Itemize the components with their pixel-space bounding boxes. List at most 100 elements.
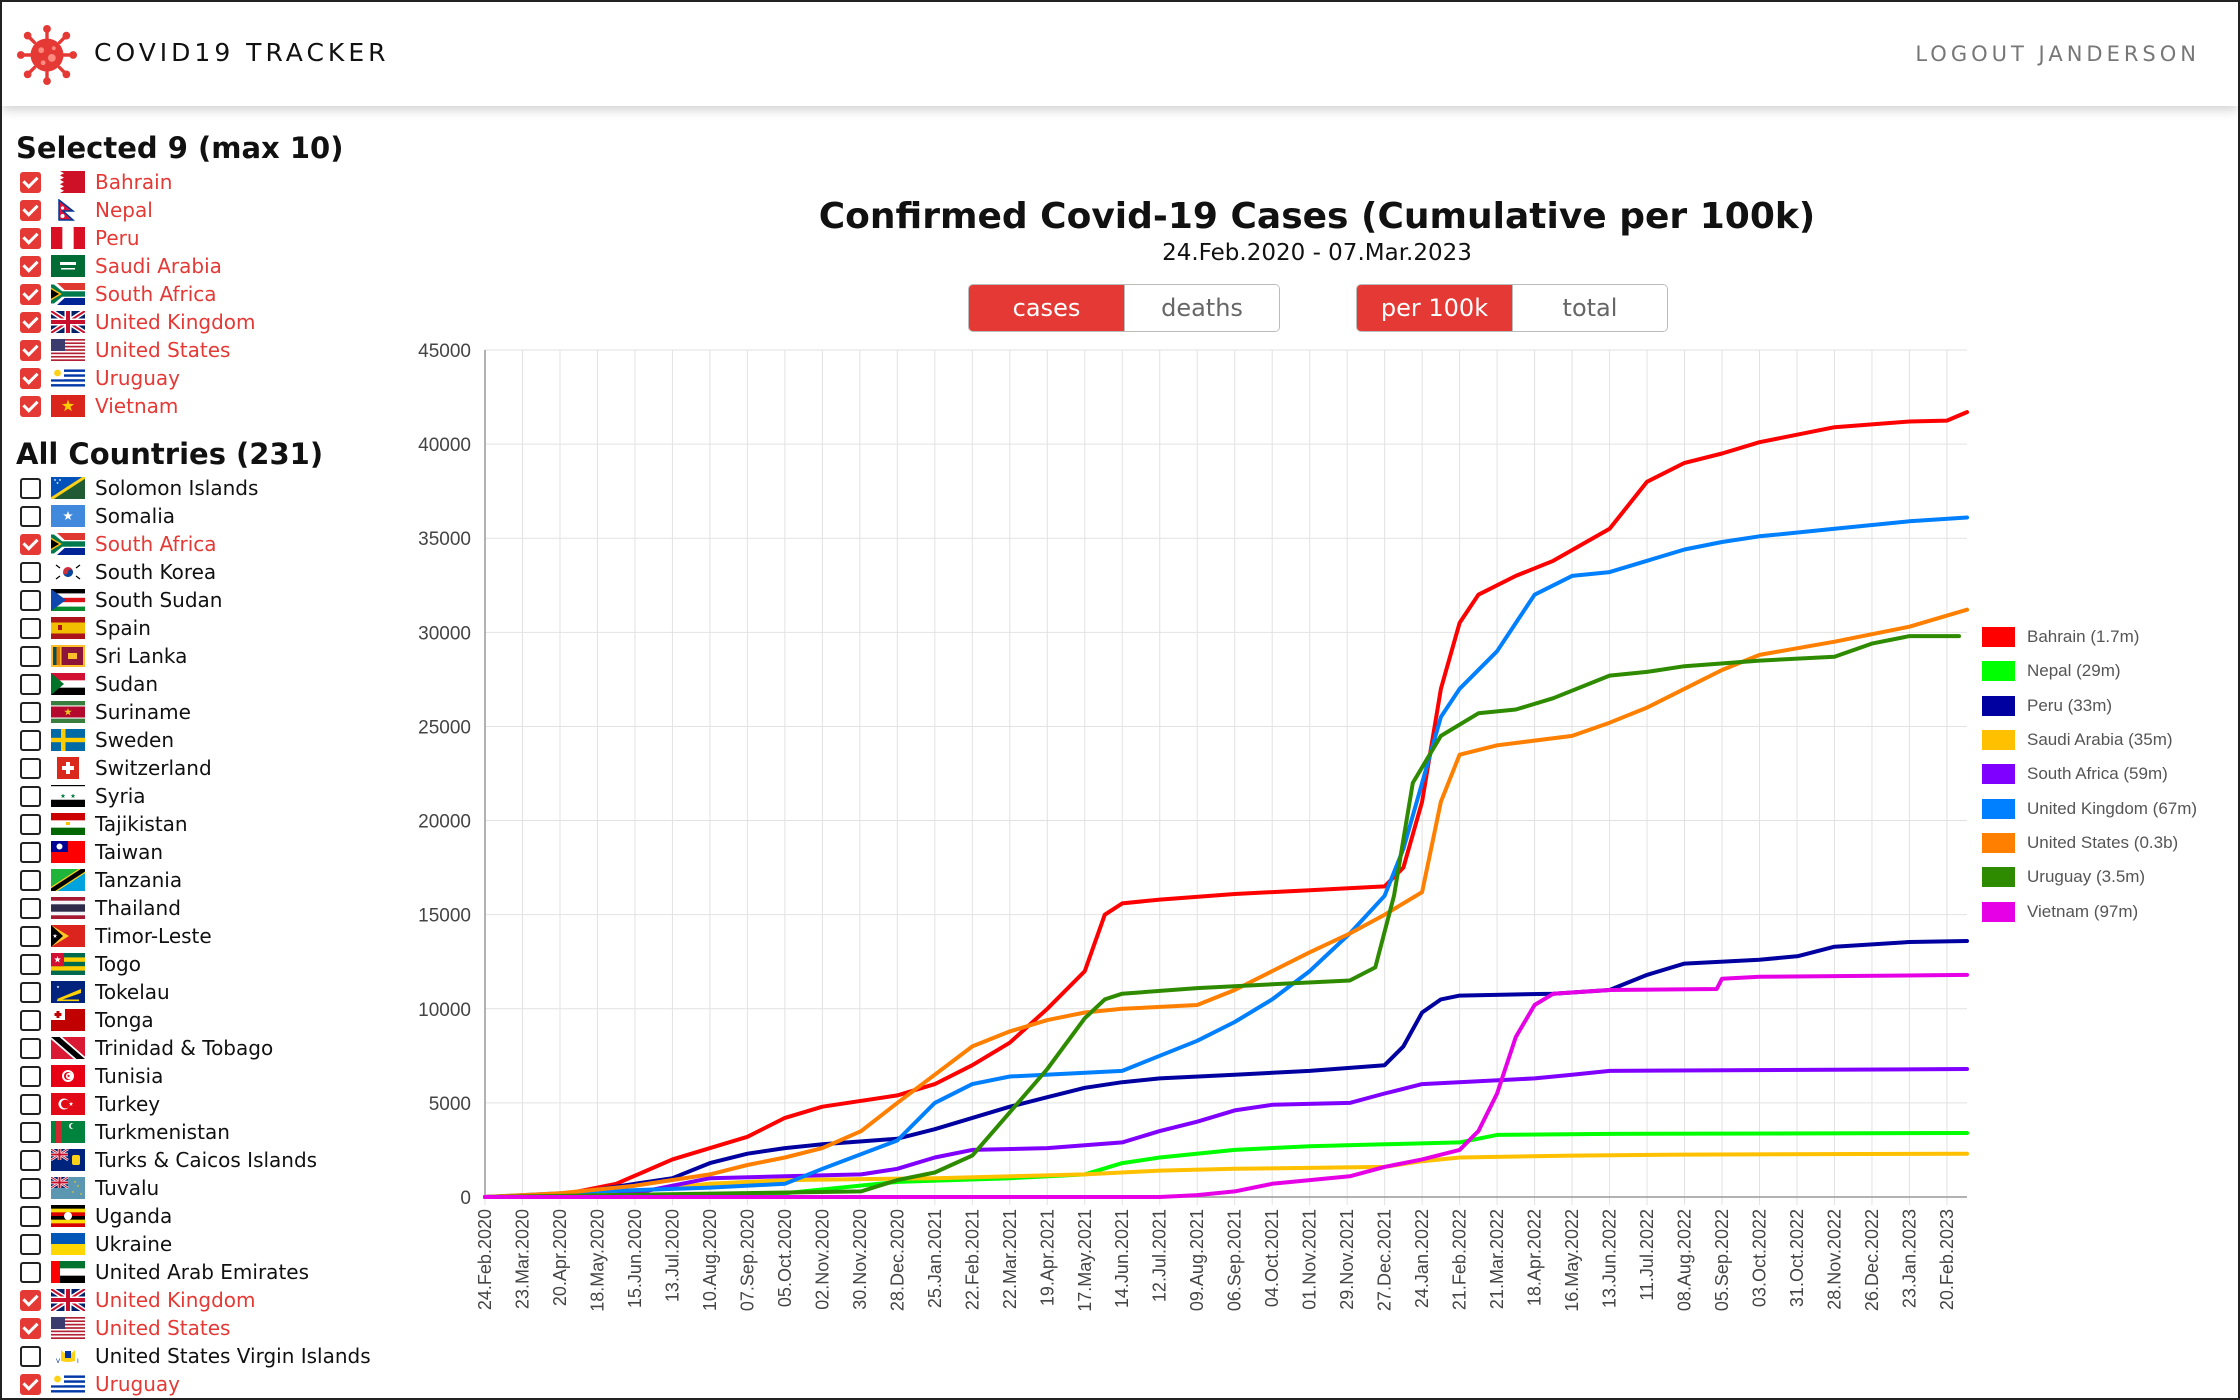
country-checkbox[interactable] xyxy=(20,311,41,333)
country-name[interactable]: Tuvalu xyxy=(95,1176,160,1200)
country-checkbox[interactable] xyxy=(20,339,41,361)
country-row-sweden[interactable]: Sweden xyxy=(16,726,396,754)
country-name[interactable]: Sri Lanka xyxy=(95,644,188,668)
country-name[interactable]: Syria xyxy=(95,784,146,808)
country-row-vietnam[interactable]: Vietnam xyxy=(16,392,396,420)
country-name[interactable]: Tokelau xyxy=(95,980,170,1004)
country-row-solomon-islands[interactable]: Solomon Islands xyxy=(16,474,396,502)
country-checkbox[interactable] xyxy=(20,1261,41,1283)
total-toggle-button[interactable]: total xyxy=(1512,285,1667,331)
country-name[interactable]: South Africa xyxy=(95,532,217,556)
country-row-united-states[interactable]: United States xyxy=(16,336,396,364)
country-checkbox[interactable] xyxy=(20,897,41,919)
country-row-south-korea[interactable]: South Korea xyxy=(16,558,396,586)
country-row-somalia[interactable]: Somalia xyxy=(16,502,396,530)
country-checkbox[interactable] xyxy=(20,395,41,417)
country-row-tokelau[interactable]: Tokelau xyxy=(16,978,396,1006)
country-checkbox[interactable] xyxy=(20,673,41,695)
country-checkbox[interactable] xyxy=(20,505,41,527)
country-row-saudi-arabia[interactable]: Saudi Arabia xyxy=(16,252,396,280)
country-name[interactable]: Somalia xyxy=(95,504,176,528)
legend-item-nepal[interactable]: Nepal (29m) xyxy=(1982,654,2222,688)
country-checkbox[interactable] xyxy=(20,785,41,807)
country-row-syria[interactable]: Syria xyxy=(16,782,396,810)
country-name[interactable]: Ukraine xyxy=(95,1232,173,1256)
country-name[interactable]: Uruguay xyxy=(95,366,180,390)
country-row-uganda[interactable]: Uganda xyxy=(16,1202,396,1230)
legend-item-south-africa[interactable]: South Africa (59m) xyxy=(1982,757,2222,791)
deaths-toggle-button[interactable]: deaths xyxy=(1124,285,1279,331)
country-row-turks-and-caicos-islands[interactable]: Turks & Caicos Islands xyxy=(16,1146,396,1174)
country-name[interactable]: South Africa xyxy=(95,282,217,306)
country-row-south-africa[interactable]: South Africa xyxy=(16,530,396,558)
country-name[interactable]: Togo xyxy=(95,952,141,976)
country-checkbox[interactable] xyxy=(20,1233,41,1255)
country-name[interactable]: Trinidad & Tobago xyxy=(95,1036,274,1060)
country-name[interactable]: Turkmenistan xyxy=(95,1120,230,1144)
country-checkbox[interactable] xyxy=(20,1093,41,1115)
country-checkbox[interactable] xyxy=(20,841,41,863)
country-row-uruguay[interactable]: Uruguay xyxy=(16,364,396,392)
country-name[interactable]: Tajikistan xyxy=(95,812,188,836)
country-checkbox[interactable] xyxy=(20,1317,41,1339)
country-name[interactable]: Uganda xyxy=(95,1204,173,1228)
country-checkbox[interactable] xyxy=(20,477,41,499)
country-row-sudan[interactable]: Sudan xyxy=(16,670,396,698)
country-checkbox[interactable] xyxy=(20,1149,41,1171)
country-checkbox[interactable] xyxy=(20,953,41,975)
country-row-suriname[interactable]: Suriname xyxy=(16,698,396,726)
country-row-peru[interactable]: Peru xyxy=(16,224,396,252)
country-checkbox[interactable] xyxy=(20,981,41,1003)
country-name[interactable]: Suriname xyxy=(95,700,191,724)
country-checkbox[interactable] xyxy=(20,255,41,277)
country-name[interactable]: Sudan xyxy=(95,672,158,696)
country-row-united-states-virgin-islands[interactable]: V I United States Virgin Islands xyxy=(16,1342,396,1370)
country-name[interactable]: Bahrain xyxy=(95,170,173,194)
country-row-united-kingdom[interactable]: United Kingdom xyxy=(16,1286,396,1314)
country-checkbox[interactable] xyxy=(20,925,41,947)
country-checkbox[interactable] xyxy=(20,561,41,583)
country-checkbox[interactable] xyxy=(20,645,41,667)
legend-item-saudi-arabia[interactable]: Saudi Arabia (35m) xyxy=(1982,723,2222,757)
country-row-united-arab-emirates[interactable]: United Arab Emirates xyxy=(16,1258,396,1286)
country-name[interactable]: Switzerland xyxy=(95,756,212,780)
country-checkbox[interactable] xyxy=(20,1177,41,1199)
country-name[interactable]: Timor-Leste xyxy=(95,924,212,948)
country-name[interactable]: Tonga xyxy=(95,1008,154,1032)
country-row-spain[interactable]: Spain xyxy=(16,614,396,642)
country-row-nepal[interactable]: Nepal xyxy=(16,196,396,224)
country-checkbox[interactable] xyxy=(20,1121,41,1143)
country-row-tanzania[interactable]: Tanzania xyxy=(16,866,396,894)
country-name[interactable]: United States Virgin Islands xyxy=(95,1344,371,1368)
country-checkbox[interactable] xyxy=(20,1037,41,1059)
legend-item-united-states[interactable]: United States (0.3b) xyxy=(1982,826,2222,860)
country-checkbox[interactable] xyxy=(20,227,41,249)
country-row-timor-leste[interactable]: Timor-Leste xyxy=(16,922,396,950)
country-name[interactable]: Nepal xyxy=(95,198,153,222)
country-row-togo[interactable]: Togo xyxy=(16,950,396,978)
country-name[interactable]: Spain xyxy=(95,616,151,640)
country-checkbox[interactable] xyxy=(20,1373,41,1395)
country-name[interactable]: Vietnam xyxy=(95,394,179,418)
country-name[interactable]: Turks & Caicos Islands xyxy=(95,1148,318,1172)
country-row-south-africa[interactable]: South Africa xyxy=(16,280,396,308)
country-row-uruguay[interactable]: Uruguay xyxy=(16,1370,396,1398)
country-checkbox[interactable] xyxy=(20,171,41,193)
country-row-united-states[interactable]: United States xyxy=(16,1314,396,1342)
legend-item-united-kingdom[interactable]: United Kingdom (67m) xyxy=(1982,791,2222,825)
country-checkbox[interactable] xyxy=(20,199,41,221)
cases-toggle-button[interactable]: cases xyxy=(969,285,1124,331)
country-name[interactable]: Uruguay xyxy=(95,1372,180,1396)
country-name[interactable]: United States xyxy=(95,338,231,362)
country-checkbox[interactable] xyxy=(20,869,41,891)
country-row-ukraine[interactable]: Ukraine xyxy=(16,1230,396,1258)
country-name[interactable]: Thailand xyxy=(95,896,181,920)
country-row-trinidad-and-tobago[interactable]: Trinidad & Tobago xyxy=(16,1034,396,1062)
country-row-bahrain[interactable]: Bahrain xyxy=(16,168,396,196)
country-checkbox[interactable] xyxy=(20,729,41,751)
country-row-turkmenistan[interactable]: Turkmenistan xyxy=(16,1118,396,1146)
legend-item-uruguay[interactable]: Uruguay (3.5m) xyxy=(1982,860,2222,894)
country-name[interactable]: United Arab Emirates xyxy=(95,1260,310,1284)
country-row-tonga[interactable]: Tonga xyxy=(16,1006,396,1034)
country-name[interactable]: Saudi Arabia xyxy=(95,254,222,278)
